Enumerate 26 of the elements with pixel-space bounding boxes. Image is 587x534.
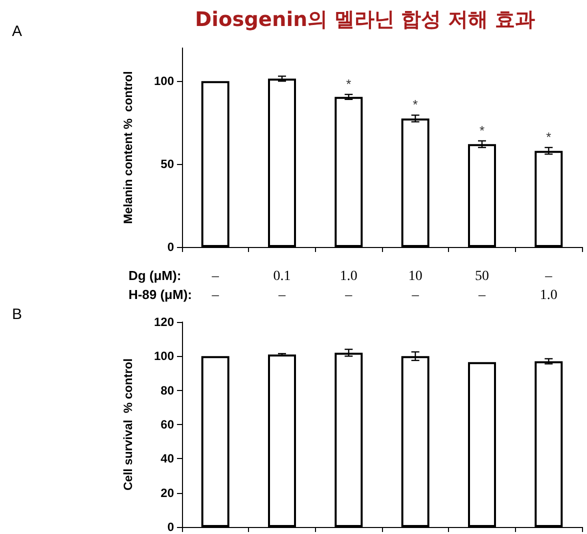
chart-title: Diosgenin의 멜라닌 합성 저해 효과 [195, 7, 536, 31]
y-tick-label: 60 [160, 418, 174, 432]
annotation: * [546, 130, 552, 144]
x-tick-label: 50 – [475, 269, 489, 303]
y-tick-label: 100 [154, 349, 174, 364]
annotation: * [412, 97, 418, 112]
text: A [12, 23, 22, 40]
annotation: * [479, 122, 485, 138]
text: B [12, 306, 22, 323]
y-axis-title: Cell survival % control [121, 358, 135, 491]
y-tick-label: 40 [160, 452, 174, 466]
y-tick-label: 80 [160, 383, 174, 398]
x-tick-label: 1.0 – [340, 269, 358, 303]
y-tick-label: 20 [160, 486, 174, 500]
y-tick-label: 100 [154, 74, 174, 88]
x-tick-label: 0.1 – [273, 269, 291, 303]
x-tick-label: – 1.0 [540, 269, 558, 303]
y-tick-label: 120 [154, 315, 174, 329]
y-tick-label: 0 [167, 520, 174, 534]
annotation: * [346, 76, 352, 92]
y-axis-title: Melanin content % control [121, 71, 135, 224]
y-tick-label: 0 [167, 240, 174, 254]
y-tick-label: 50 [160, 157, 174, 172]
x-tick-label: – – [210, 269, 220, 303]
x-tick-label: 10 – [408, 269, 422, 303]
x-axis-title: Dg (μM): H-89 (μM): [128, 268, 192, 302]
